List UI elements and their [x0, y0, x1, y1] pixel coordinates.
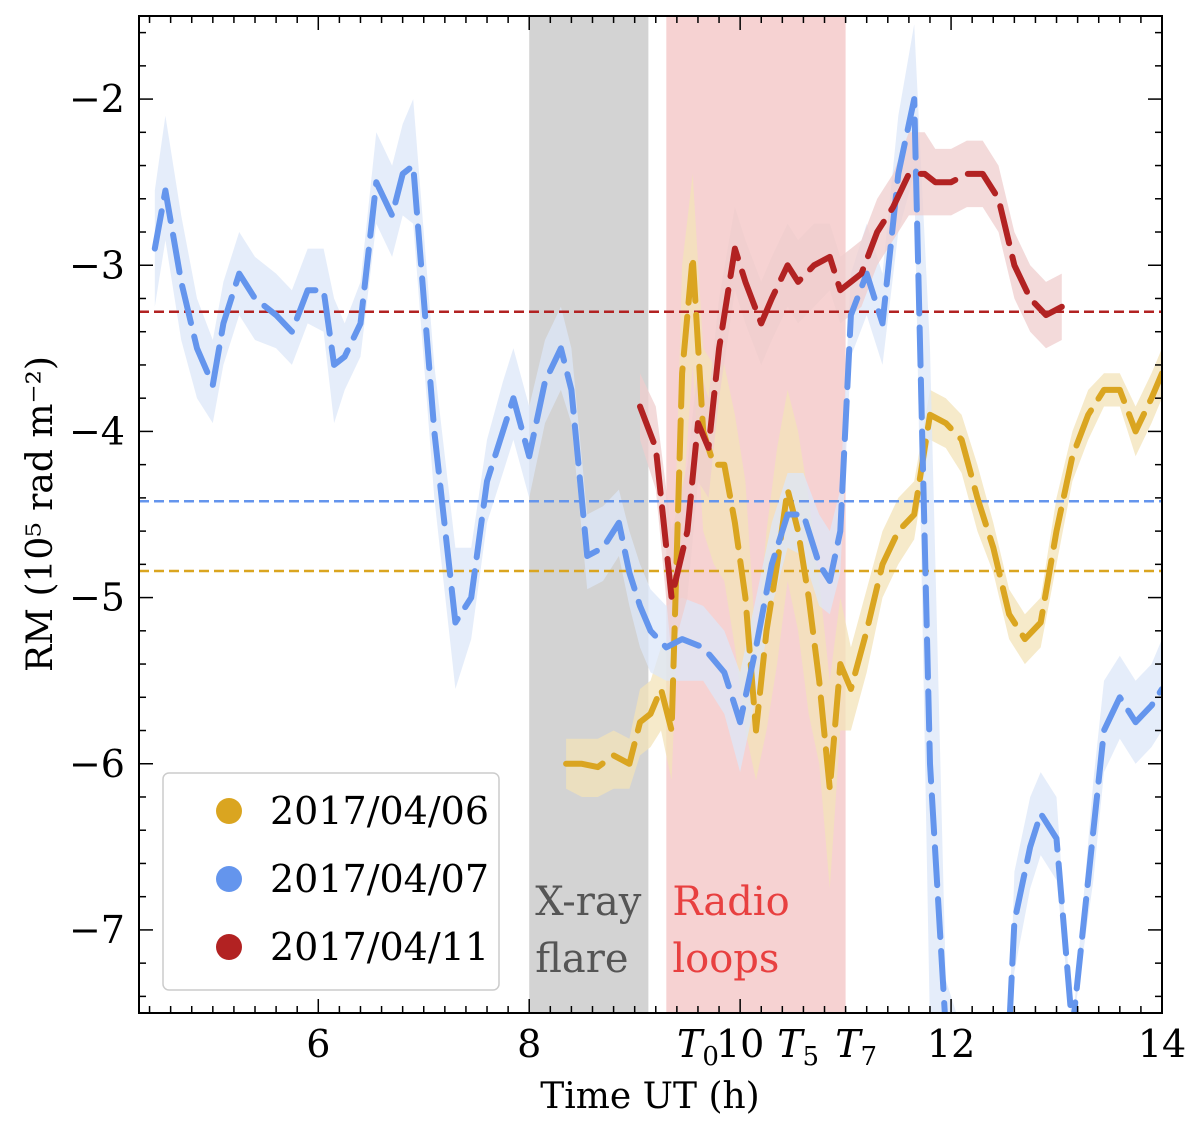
- x-tick-label: 12: [927, 1022, 975, 1066]
- x-axis-label: Time UT (h): [540, 1076, 759, 1117]
- legend-label-2017-04-06: 2017/04/06: [270, 789, 489, 833]
- x-special-tick-subscript: 5: [803, 1042, 820, 1072]
- legend-marker-2017-04-11: [216, 934, 242, 960]
- legend-marker-2017-04-06: [216, 798, 242, 824]
- line-2017-04-11: [637, 170, 1065, 601]
- axis-ticks: [139, 16, 1163, 1013]
- y-tick-label: −7: [69, 908, 125, 952]
- x-special-tick-subscript: 0: [702, 1042, 719, 1072]
- line-2017-04-07: [151, 96, 1162, 1013]
- x-tick-label: 6: [306, 1022, 330, 1066]
- x-special-tick-label: T7: [835, 1022, 877, 1072]
- legend: 2017/04/06 2017/04/07 2017/04/11: [162, 772, 500, 991]
- x-special-tick-label: T0: [677, 1022, 719, 1072]
- line-2017-04-06: [563, 253, 1162, 792]
- x-special-tick-subscript: 7: [861, 1042, 878, 1072]
- reference-lines: [139, 310, 1162, 573]
- band-2017-04-11: [640, 132, 1062, 656]
- y-tick-label: −5: [69, 576, 125, 620]
- legend-label-2017-04-07: 2017/04/07: [270, 857, 489, 901]
- legend-marker-2017-04-07: [216, 866, 242, 892]
- y-tick-label: −6: [69, 742, 125, 786]
- x-tick-label: 14: [1138, 1022, 1186, 1066]
- region-label-radio-loops-line1: Radio: [672, 879, 789, 925]
- region-labels: X-ray flare Radio loops: [535, 879, 789, 982]
- y-axis-label: RM (10⁵ rad m⁻²): [20, 356, 61, 672]
- y-tick-label: −3: [69, 243, 125, 287]
- y-tick-label: −4: [69, 409, 125, 453]
- region-label-x-ray-flare-line2: flare: [535, 936, 628, 982]
- series-lines: [151, 96, 1162, 1013]
- x-special-tick-label: T5: [777, 1022, 819, 1072]
- region-label-x-ray-flare-line1: X-ray: [535, 879, 642, 925]
- x-tick-label: 8: [517, 1022, 541, 1066]
- y-tick-label: −2: [69, 77, 125, 121]
- legend-label-2017-04-11: 2017/04/11: [270, 925, 489, 969]
- region-label-radio-loops-line2: loops: [672, 936, 779, 982]
- tick-labels: 6 8 10 12 14 T0 T5 T7 −7 −6 −5 −4 −3 −2: [69, 77, 1186, 1072]
- plot-frame: [138, 15, 1163, 1014]
- x-tick-label: 10: [716, 1022, 764, 1066]
- legend-box: [162, 772, 500, 991]
